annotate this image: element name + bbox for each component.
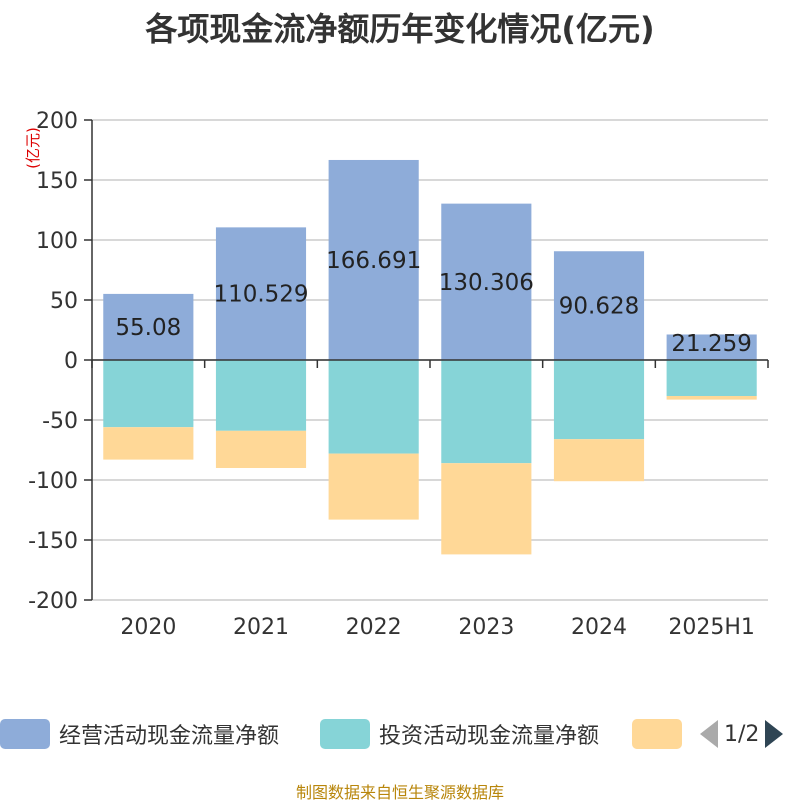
x-tick-label: 2024 [571,615,627,640]
y-axis-label: (亿元) [24,127,42,169]
legend-swatch-investing [320,719,370,749]
x-tick-label: 2021 [233,615,289,640]
x-tick-label: 2020 [120,615,176,640]
pager-page-number: 1/2 [724,721,760,747]
x-tick-label: 2022 [346,615,402,640]
x-tick-label: 2025H1 [668,615,755,640]
y-tick-label: 150 [36,169,78,194]
bar-series1-2024 [553,360,645,440]
bar-series0-2024 [553,251,645,360]
y-tick-label: 100 [36,229,78,254]
legend-label-operating: 经营活动现金流量净额 [59,724,280,749]
bar-series1-2022 [328,360,419,454]
bar-series2-2023 [441,463,532,555]
chart-title: 各项现金流净额历年变化情况(亿元) [145,10,655,48]
y-tick-label: -50 [42,409,78,434]
y-tick-label: 0 [64,349,78,374]
bar-series1-2023 [441,360,532,464]
pager-next-arrow-icon[interactable] [765,720,784,748]
y-tick-label: -150 [28,529,78,554]
x-tick-label: 2023 [458,615,514,640]
source-footer: 制图数据来自恒生聚源数据库 [295,783,504,802]
bar-series1-2021 [215,360,307,431]
pager-prev-arrow-icon[interactable] [700,720,718,748]
legend-label-investing: 投资活动现金流量净额 [379,724,600,749]
bar-series0-2025H1 [666,334,757,360]
legend-item-operating[interactable]: 经营活动现金流量净额 [0,718,279,750]
bar-series1-2025H1 [666,360,757,396]
bar-series2-2025H1 [666,396,757,400]
bar-series2-2022 [328,453,419,520]
bar-series0-2023 [441,203,532,360]
y-tick-label: -100 [28,469,78,494]
legend-item-investing[interactable]: 投资活动现金流量净额 [320,718,599,750]
data-label: 90.628 [559,294,639,320]
legend-item-third[interactable] [632,718,691,750]
bar-series0-2022 [328,159,419,360]
bar-series0-2021 [215,227,307,360]
data-label: 110.529 [213,282,308,308]
stacked-bar-chart: 200 150 100 50 0 -50 -100 -150 -200 (亿元) 55.08 110.… [24,109,769,640]
bar-series2-2024 [553,439,645,482]
data-label: 166.691 [326,248,421,274]
bar-series0-2020 [103,293,194,360]
legend: 经营活动现金流量净额 投资活动现金流量净额 1/2 [0,718,800,752]
legend-swatch-third [632,719,682,749]
legend-pager: 1/2 [700,718,784,750]
data-label: 130.306 [439,270,534,296]
bar-series2-2021 [215,430,307,468]
legend-swatch-operating [0,719,50,749]
y-tick-label: -200 [28,589,78,614]
data-label: 21.259 [671,331,751,357]
y-tick-label: 50 [50,289,78,314]
data-label: 55.08 [115,315,181,341]
y-tick-label: 200 [36,109,78,134]
bar-series2-2020 [103,427,194,460]
bar-series1-2020 [103,360,194,428]
